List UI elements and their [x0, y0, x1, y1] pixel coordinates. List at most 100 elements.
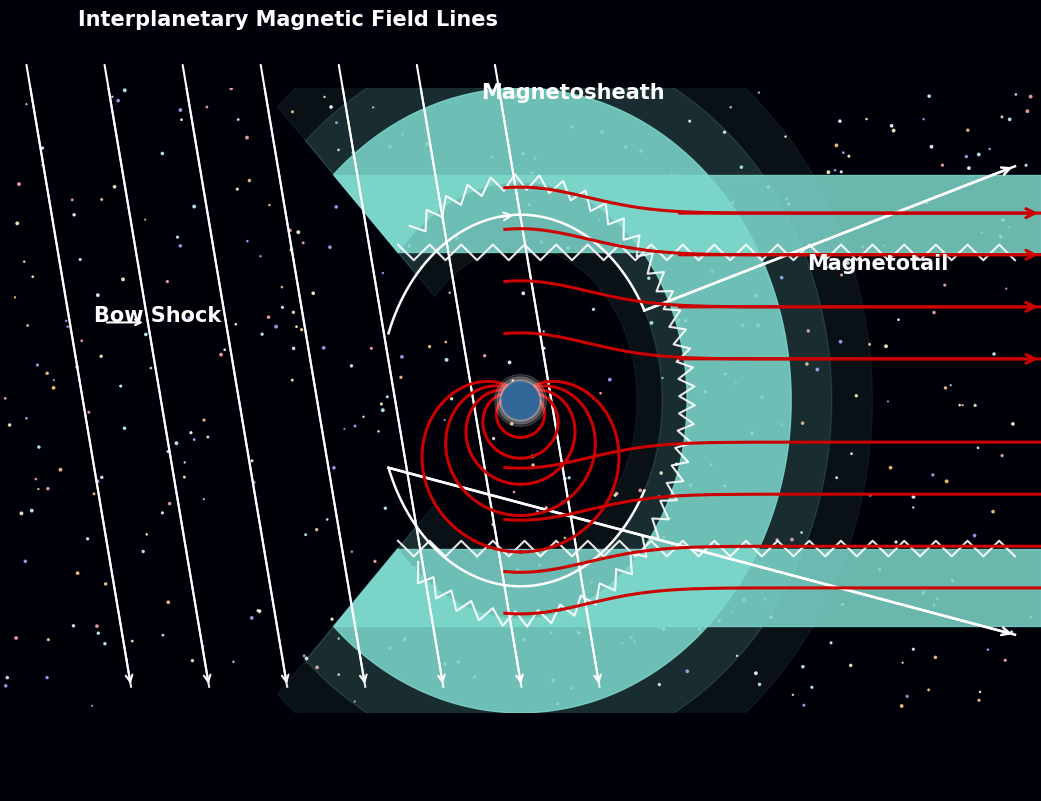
Point — [729, 650, 745, 662]
Point — [59, 320, 76, 333]
Point — [382, 642, 399, 654]
Point — [196, 413, 212, 426]
Point — [679, 557, 695, 570]
Point — [170, 231, 186, 244]
Point — [288, 320, 305, 333]
Point — [905, 490, 921, 503]
Point — [176, 456, 193, 469]
Point — [533, 235, 550, 248]
Point — [143, 362, 159, 375]
Point — [515, 287, 532, 300]
Point — [822, 637, 839, 650]
Point — [30, 483, 47, 496]
Point — [781, 198, 797, 211]
Point — [261, 199, 278, 211]
Point — [7, 632, 24, 645]
Point — [829, 471, 845, 484]
Point — [572, 626, 588, 639]
Point — [52, 463, 69, 476]
Circle shape — [503, 382, 539, 419]
Point — [894, 656, 911, 669]
Point — [757, 593, 773, 606]
Point — [1018, 159, 1035, 171]
Point — [893, 699, 910, 712]
Point — [843, 447, 860, 460]
Point — [16, 256, 32, 268]
Point — [443, 392, 460, 405]
Point — [20, 319, 36, 332]
Point — [993, 111, 1010, 123]
Point — [871, 563, 888, 576]
Point — [754, 391, 770, 404]
Point — [918, 196, 935, 209]
Point — [794, 417, 811, 429]
Point — [17, 555, 33, 568]
Point — [722, 606, 739, 619]
Point — [393, 351, 410, 364]
Point — [88, 620, 105, 633]
Point — [154, 506, 171, 519]
Text: Magnetosheath: Magnetosheath — [481, 83, 664, 103]
Point — [24, 504, 41, 517]
Point — [69, 360, 85, 373]
Point — [615, 190, 632, 203]
Point — [449, 231, 465, 244]
Point — [697, 385, 714, 398]
Point — [590, 214, 607, 227]
Point — [0, 671, 16, 684]
Point — [199, 101, 215, 114]
Point — [627, 635, 643, 648]
Point — [161, 497, 178, 510]
Point — [652, 622, 668, 634]
Point — [633, 144, 650, 157]
Point — [553, 613, 569, 626]
Point — [238, 131, 255, 144]
Point — [955, 399, 971, 412]
Point — [747, 666, 764, 679]
Point — [375, 267, 391, 280]
Point — [885, 124, 902, 137]
Polygon shape — [333, 549, 1041, 626]
Point — [97, 578, 113, 590]
Point — [58, 315, 75, 328]
Point — [29, 359, 46, 372]
Point — [773, 418, 790, 431]
Point — [848, 389, 865, 402]
Point — [94, 471, 110, 484]
Point — [441, 286, 458, 299]
Point — [136, 213, 153, 226]
Point — [585, 303, 602, 316]
Point — [625, 617, 641, 630]
Point — [623, 631, 639, 644]
Circle shape — [503, 382, 539, 419]
Point — [112, 380, 129, 392]
Point — [969, 441, 986, 454]
Point — [284, 106, 301, 119]
Point — [515, 147, 532, 160]
Point — [982, 143, 998, 155]
Point — [90, 288, 106, 301]
Point — [716, 126, 733, 139]
Point — [375, 404, 391, 417]
Point — [196, 493, 212, 505]
Point — [172, 239, 188, 252]
Point — [186, 200, 203, 213]
Point — [832, 115, 848, 127]
Point — [929, 593, 945, 606]
Point — [365, 590, 382, 602]
Point — [212, 348, 229, 361]
Point — [506, 485, 523, 498]
Point — [217, 344, 233, 356]
Point — [225, 655, 242, 668]
Point — [345, 147, 361, 159]
Point — [773, 272, 790, 284]
Point — [640, 272, 657, 284]
Point — [535, 325, 552, 338]
Point — [182, 426, 199, 439]
Point — [328, 116, 345, 129]
Point — [839, 256, 856, 269]
Point — [112, 380, 129, 392]
Point — [711, 614, 728, 627]
Point — [920, 683, 937, 696]
Point — [712, 207, 729, 220]
